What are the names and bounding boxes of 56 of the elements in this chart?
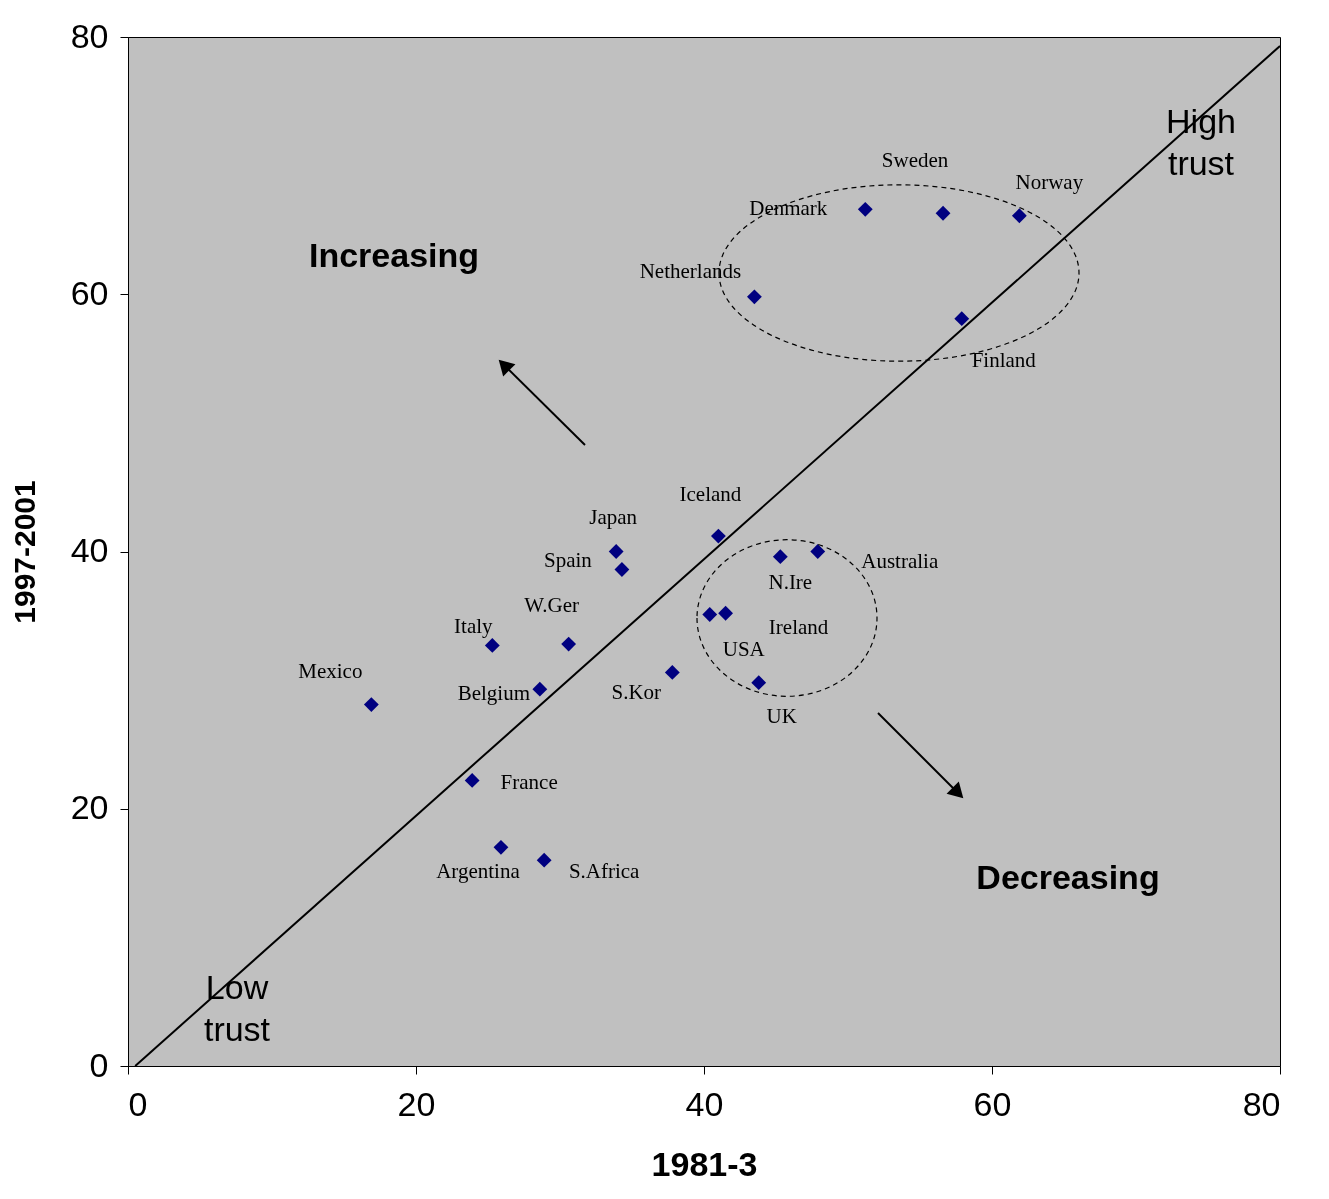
point (702, 607, 718, 622)
x-tick-label: 80 (1242, 1084, 1281, 1123)
point (746, 289, 762, 305)
y-tick-label: 20 (70, 788, 109, 827)
annotation: Argentina (436, 859, 521, 884)
annotation: Japan (589, 504, 638, 529)
annotation: Decreasing (976, 858, 1160, 896)
annotation: S.Africa (568, 859, 641, 884)
point (935, 205, 951, 221)
x-tick-label: 60 (973, 1084, 1012, 1123)
annotation: W.Ger (524, 593, 579, 618)
point (751, 675, 767, 691)
x-tick-label: 20 (397, 1084, 436, 1123)
point (954, 311, 970, 327)
annotation: Mexico (298, 658, 363, 683)
point (363, 697, 379, 712)
annotation: Ireland (768, 615, 829, 640)
x-axis-title: 1981-3 (651, 1144, 758, 1183)
point (718, 605, 734, 621)
point (772, 549, 788, 565)
annotation: Belgium (457, 681, 531, 706)
point (484, 637, 500, 653)
point (536, 852, 552, 868)
y-tick-label: 60 (70, 273, 109, 312)
annotation: Sweden (881, 148, 949, 173)
point (464, 773, 480, 788)
point (710, 528, 726, 544)
y-tick-label: 80 (70, 16, 109, 55)
point (561, 636, 577, 652)
annotation: Spain (544, 547, 593, 572)
point (614, 562, 630, 577)
point (664, 664, 680, 680)
point (810, 544, 826, 559)
x-tick-label: 0 (128, 1084, 148, 1123)
point (1011, 208, 1027, 224)
annotation: Denmark (749, 196, 828, 221)
annotation: UK (766, 703, 797, 728)
annotation: Italy (454, 614, 494, 639)
point (608, 544, 624, 559)
y-axis-title: 1997-2001 (7, 480, 41, 624)
annotation: France (500, 770, 558, 795)
annotation: Netherlands (639, 258, 742, 283)
y-tick-label: 0 (89, 1045, 109, 1084)
annotation: Iceland (679, 482, 742, 507)
x-tick-label: 40 (685, 1084, 724, 1123)
y-tick-label: 40 (70, 531, 109, 569)
annotation: USA (722, 636, 766, 661)
point (857, 201, 873, 217)
annotation: S.Kor (611, 680, 662, 705)
point (532, 681, 548, 697)
annotation: Finland (971, 347, 1037, 372)
annotation: Increasing (308, 236, 480, 274)
annotation: Australia (861, 548, 939, 573)
point (493, 839, 509, 855)
annotation: Norway (1015, 169, 1084, 194)
annotation: N.Ire (768, 569, 813, 594)
